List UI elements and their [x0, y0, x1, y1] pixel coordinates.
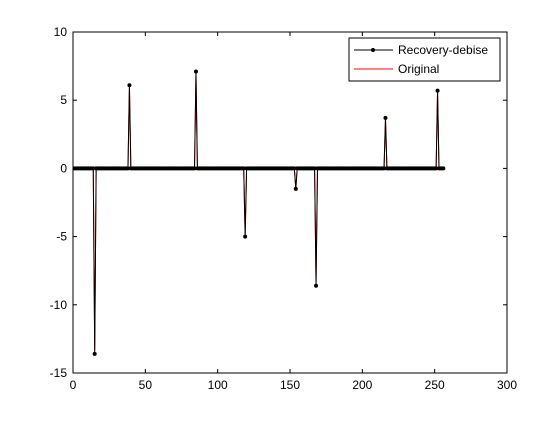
- recovery-point: [312, 166, 317, 171]
- recovery-point: [441, 166, 446, 171]
- recovery-point: [243, 234, 248, 239]
- y-tick-label: -5: [56, 230, 67, 244]
- recovery-point: [127, 83, 132, 88]
- x-tick-label: 250: [425, 378, 445, 392]
- legend-label-recovery: Recovery-debise: [398, 43, 488, 57]
- legend: Recovery-debise Original: [348, 37, 501, 82]
- recovery-point: [125, 166, 130, 171]
- recovery-point: [293, 186, 298, 191]
- x-tick-label: 0: [70, 378, 77, 392]
- recovery-point: [241, 166, 246, 171]
- recovery-point: [91, 166, 96, 171]
- recovery-point: [92, 351, 97, 356]
- recovery-point: [382, 166, 387, 171]
- recovery-point: [435, 88, 440, 93]
- recovery-point: [314, 283, 319, 288]
- recovery-point: [383, 115, 388, 120]
- plot-area: [72, 31, 508, 374]
- series-layer: [72, 69, 446, 356]
- legend-box: [348, 37, 501, 82]
- recovery-point: [193, 69, 198, 74]
- legend-marker-recovery: [371, 48, 375, 52]
- x-tick-label: 150: [280, 378, 300, 392]
- y-tick-label: 10: [54, 25, 68, 39]
- y-tick-label: 0: [60, 161, 67, 175]
- x-tick-label: 100: [208, 378, 228, 392]
- legend-label-original: Original: [398, 62, 439, 76]
- x-tick-label: 200: [352, 378, 372, 392]
- x-tick-label: 300: [497, 378, 517, 392]
- recovery-point: [434, 166, 439, 171]
- recovery-point: [292, 166, 297, 171]
- y-tick-label: -10: [50, 298, 68, 312]
- y-tick-label: 5: [60, 93, 67, 107]
- x-tick-label: 50: [139, 378, 153, 392]
- recovery-point: [192, 166, 197, 171]
- y-tick-label: -15: [50, 366, 68, 380]
